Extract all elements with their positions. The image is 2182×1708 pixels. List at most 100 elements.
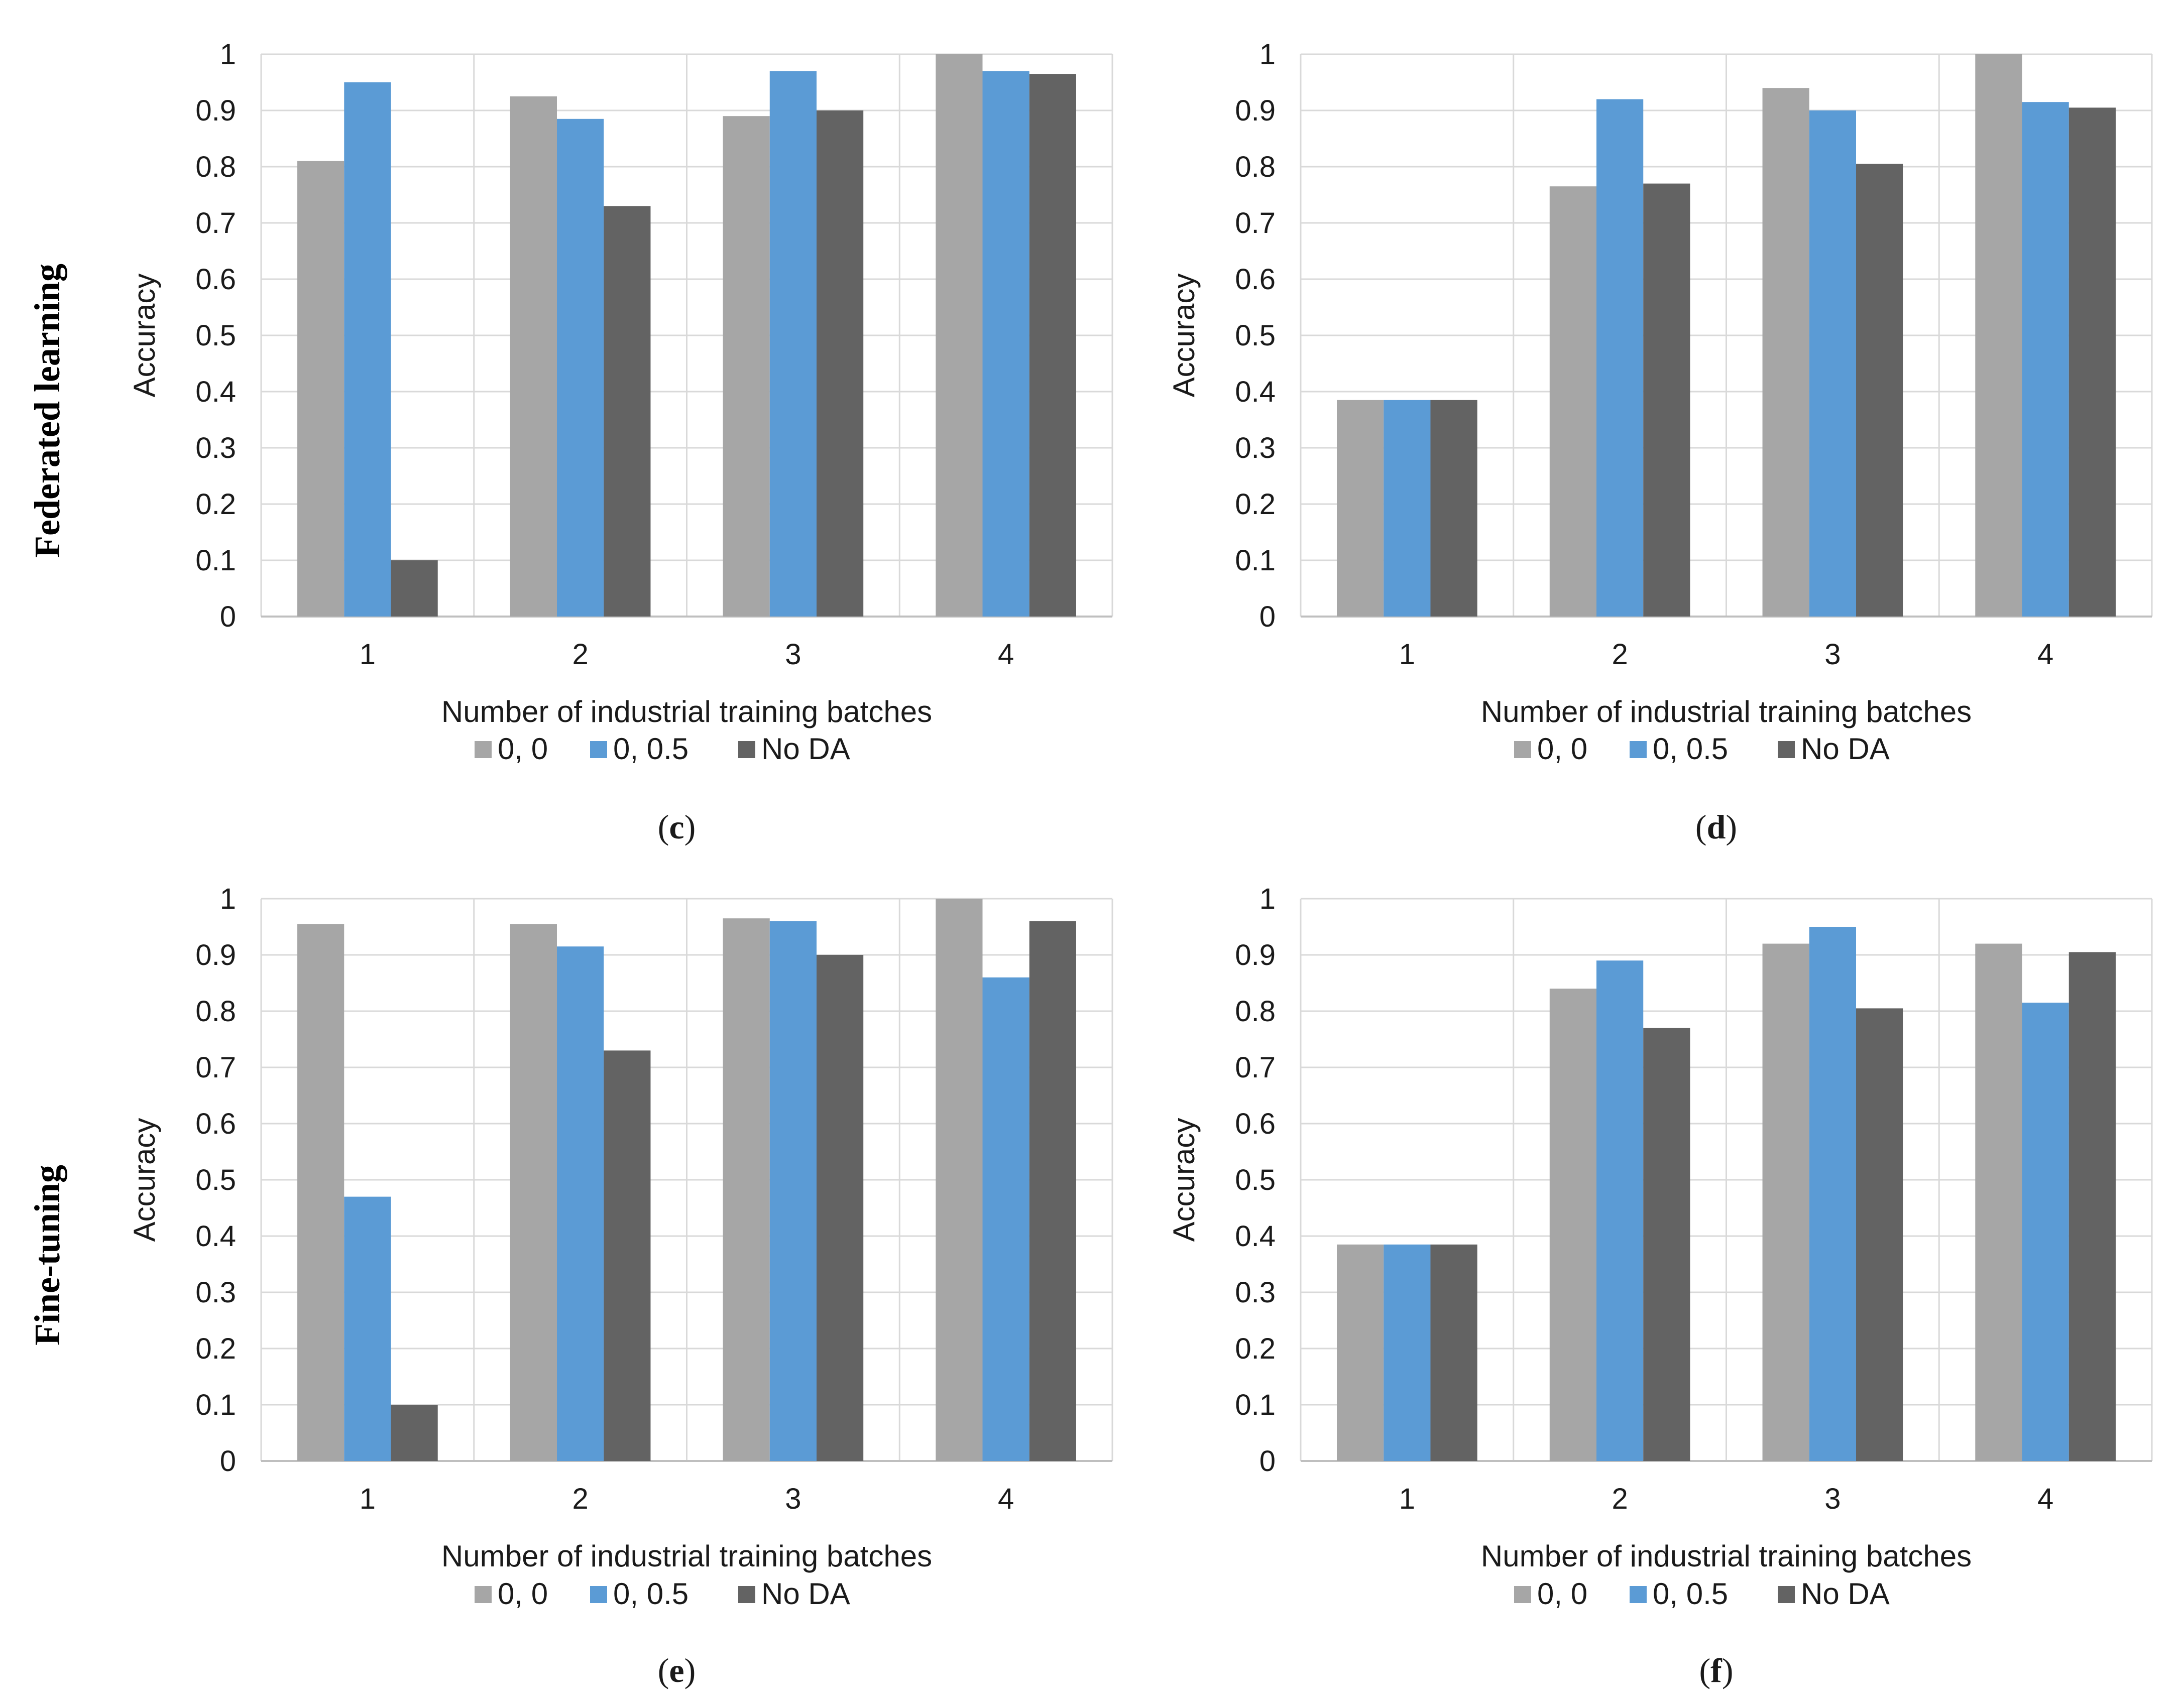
y-tick-label: 0.2	[1235, 1332, 1276, 1365]
y-tick-label: 0.5	[1235, 1164, 1276, 1196]
y-tick-label: 0.1	[1235, 544, 1276, 577]
legend-label-series-0-05: 0, 0.5	[613, 732, 688, 766]
bar-series-0-05-cat-4	[2022, 1003, 2069, 1461]
bar-series-0-0-cat-1	[297, 924, 344, 1461]
bar-series-no-da-cat-4	[2069, 952, 2116, 1461]
bar-series-0-0-cat-3	[723, 918, 770, 1461]
panel-caption-d: (d)	[1695, 808, 1737, 846]
row-label-fine-tuning: Fine-tuning	[27, 1165, 67, 1346]
bar-series-no-da-cat-2	[1643, 183, 1690, 617]
bar-series-0-0-cat-4	[936, 899, 983, 1461]
y-tick-label: 0.5	[195, 319, 236, 352]
chart-panel-c: 0 0.1 0.2 0.3 0.4 0.5 0.6 0.7 0.8 0.9 1 1 2 3 4 Number …	[128, 38, 1113, 846]
legend-label-series-no-da: No DA	[1801, 732, 1890, 766]
panel-caption-c: (c)	[658, 808, 696, 846]
y-tick-label: 0.8	[1235, 995, 1276, 1028]
legend-label-series-0-0: 0, 0	[498, 1577, 548, 1611]
bar-series-no-da-cat-2	[604, 1050, 651, 1461]
legend-swatch-series-no-da	[1778, 741, 1795, 758]
bar-series-0-05-cat-1	[344, 82, 391, 617]
legend-swatch-series-0-0	[475, 1586, 492, 1603]
bar-series-0-05-cat-1	[344, 1196, 391, 1461]
y-tick-label: 0.4	[195, 376, 236, 408]
y-tick-label: 0.9	[195, 94, 236, 127]
legend-swatch-series-no-da	[1778, 1586, 1795, 1603]
y-tick-label: 0.6	[1235, 263, 1276, 296]
y-tick-label: 0.4	[195, 1220, 236, 1253]
bar-series-no-da-cat-3	[816, 955, 864, 1461]
y-tick-label: 0.6	[195, 263, 236, 296]
caption-open-paren: (	[1695, 808, 1707, 846]
bar-series-no-da-cat-1	[1430, 1244, 1477, 1461]
legend-label-series-0-0: 0, 0	[498, 732, 548, 766]
x-tick-label: 1	[1399, 638, 1415, 671]
x-tick-label: 3	[1824, 638, 1841, 671]
x-axis-title: Number of industrial training batches	[1481, 1539, 1972, 1573]
y-tick-label: 0.2	[1235, 488, 1276, 521]
bar-series-0-05-cat-3	[1809, 927, 1856, 1461]
y-tick-label: 0.8	[195, 995, 236, 1028]
y-tick-label: 0.1	[1235, 1389, 1276, 1421]
bar-series-no-da-cat-4	[1029, 74, 1076, 617]
bar-series-0-05-cat-2	[1596, 960, 1644, 1461]
y-tick-label: 0.3	[195, 432, 236, 464]
bar-series-0-0-cat-3	[1762, 88, 1809, 617]
bar-series-no-da-cat-1	[391, 1405, 438, 1461]
y-tick-label: 0.7	[195, 207, 236, 239]
y-tick-label: 1	[1259, 38, 1276, 71]
row-label-federated-learning: Federated learning	[27, 264, 67, 558]
bar-series-no-da-cat-3	[1856, 164, 1903, 617]
bar-series-0-05-cat-3	[1809, 110, 1856, 617]
y-tick-label: 0.1	[195, 544, 236, 577]
legend-swatch-series-0-0	[1514, 1586, 1531, 1603]
panel-caption-f: (f)	[1699, 1651, 1734, 1689]
bar-series-no-da-cat-4	[1029, 921, 1076, 1461]
bar-series-0-0-cat-1	[297, 161, 344, 617]
legend-label-series-0-05: 0, 0.5	[1653, 732, 1728, 766]
bar-series-0-0-cat-3	[723, 116, 770, 617]
legend-swatch-series-0-05	[1630, 741, 1647, 758]
legend-label-series-0-0: 0, 0	[1537, 732, 1587, 766]
x-tick-label: 2	[1612, 638, 1628, 671]
y-tick-label: 0.3	[195, 1276, 236, 1309]
x-tick-label: 1	[360, 1483, 376, 1515]
x-axis-title: Number of industrial training batches	[1481, 695, 1972, 728]
y-tick-label: 1	[220, 38, 236, 71]
y-tick-label: 0.8	[1235, 151, 1276, 183]
caption-open-paren: (	[1699, 1651, 1711, 1689]
legend-label-series-no-da: No DA	[1801, 1577, 1890, 1611]
panel-caption-e: (e)	[658, 1651, 696, 1689]
legend-label-series-0-05: 0, 0.5	[1653, 1577, 1728, 1611]
bar-series-0-0-cat-3	[1762, 943, 1809, 1461]
x-tick-label: 3	[785, 1483, 801, 1515]
x-tick-label: 3	[1824, 1483, 1841, 1515]
legend-swatch-series-0-05	[1630, 1586, 1647, 1603]
y-axis-title: Accuracy	[1167, 1118, 1201, 1242]
x-tick-label: 4	[998, 638, 1014, 671]
y-tick-label: 0.5	[1235, 319, 1276, 352]
y-tick-label: 0.5	[195, 1164, 236, 1196]
x-axis-title: Number of industrial training batches	[441, 695, 932, 728]
legend-swatch-series-0-05	[590, 741, 607, 758]
bar-series-0-0-cat-2	[1549, 186, 1597, 617]
chart-panel-e: 0 0.1 0.2 0.3 0.4 0.5 0.6 0.7 0.8 0.9 1 1 2 3 4 Number …	[128, 883, 1113, 1689]
bar-series-no-da-cat-3	[1856, 1008, 1903, 1461]
x-axis-title: Number of industrial training batches	[441, 1539, 932, 1573]
y-axis-title: Accuracy	[1167, 274, 1201, 398]
bar-series-0-0-cat-2	[510, 96, 557, 617]
chart-panel-d: 0 0.1 0.2 0.3 0.4 0.5 0.6 0.7 0.8 0.9 1 1 2 3 4 Number …	[1167, 38, 2153, 846]
x-tick-label: 1	[1399, 1483, 1415, 1515]
caption-letter: d	[1707, 808, 1726, 846]
legend-swatch-series-no-da	[738, 1586, 755, 1603]
y-tick-label: 0	[1259, 600, 1276, 633]
legend-swatch-series-0-0	[475, 741, 492, 758]
y-tick-label: 0.1	[195, 1389, 236, 1421]
y-tick-label: 0.3	[1235, 432, 1276, 464]
y-tick-label: 0.7	[1235, 1051, 1276, 1084]
y-tick-label: 0.2	[195, 488, 236, 521]
x-tick-label: 2	[572, 1483, 588, 1515]
x-tick-label: 4	[998, 1483, 1014, 1515]
y-tick-label: 0.4	[1235, 1220, 1276, 1253]
caption-letter: e	[669, 1651, 684, 1689]
y-tick-label: 0.7	[1235, 207, 1276, 239]
